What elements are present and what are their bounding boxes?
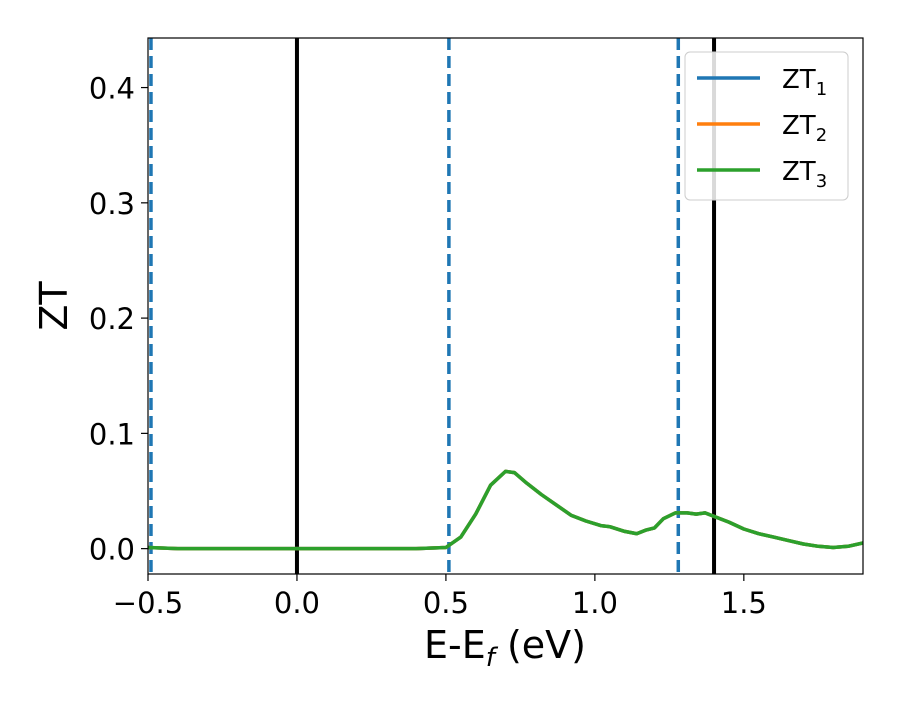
series-line-zt1 <box>148 469 863 551</box>
x-axis-ticks: −0.5 0.0 0.5 1.0 1.5 <box>113 574 767 620</box>
x-tick-label: 0.5 <box>423 586 469 620</box>
x-tick-label: 1.0 <box>572 586 618 620</box>
legend-box <box>684 51 849 201</box>
y-tick-label: 0.0 <box>89 533 135 567</box>
legend: ZT1 ZT2 ZT3 <box>684 51 849 201</box>
x-tick-label: −0.5 <box>113 586 183 620</box>
x-axis-label-text: E-E <box>424 623 486 667</box>
legend-label-zt1: ZT1 <box>782 65 827 100</box>
x-axis-label: E-Ef (eV) <box>424 623 586 673</box>
series-line-zt2 <box>148 469 863 551</box>
series-line-zt3 <box>148 469 863 551</box>
series-lines <box>148 469 863 551</box>
x-axis-label-unit: (eV) <box>495 623 586 667</box>
x-tick-label: 1.5 <box>721 586 767 620</box>
y-tick-label: 0.4 <box>89 72 135 106</box>
legend-label-zt2: ZT2 <box>782 111 827 146</box>
y-tick-label: 0.2 <box>89 302 135 336</box>
y-tick-label: 0.1 <box>89 417 135 451</box>
y-axis-label: ZT <box>32 281 76 331</box>
x-tick-label: 0.0 <box>274 586 320 620</box>
legend-label-zt3: ZT3 <box>782 157 827 192</box>
y-tick-label: 0.3 <box>89 187 135 221</box>
reference-lines <box>149 38 717 574</box>
y-axis-ticks: 0.0 0.1 0.2 0.3 0.4 <box>89 72 148 567</box>
plot-frame <box>147 37 864 575</box>
